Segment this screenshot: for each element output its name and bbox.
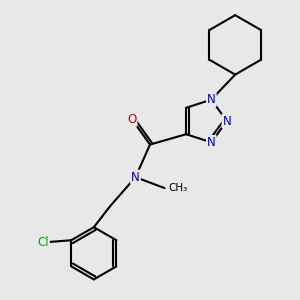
Text: N: N (131, 171, 140, 184)
Text: N: N (207, 93, 216, 106)
Text: O: O (127, 113, 136, 126)
Text: N: N (207, 136, 216, 149)
Text: N: N (223, 115, 231, 128)
Text: CH₃: CH₃ (169, 183, 188, 193)
Text: Cl: Cl (37, 236, 49, 249)
